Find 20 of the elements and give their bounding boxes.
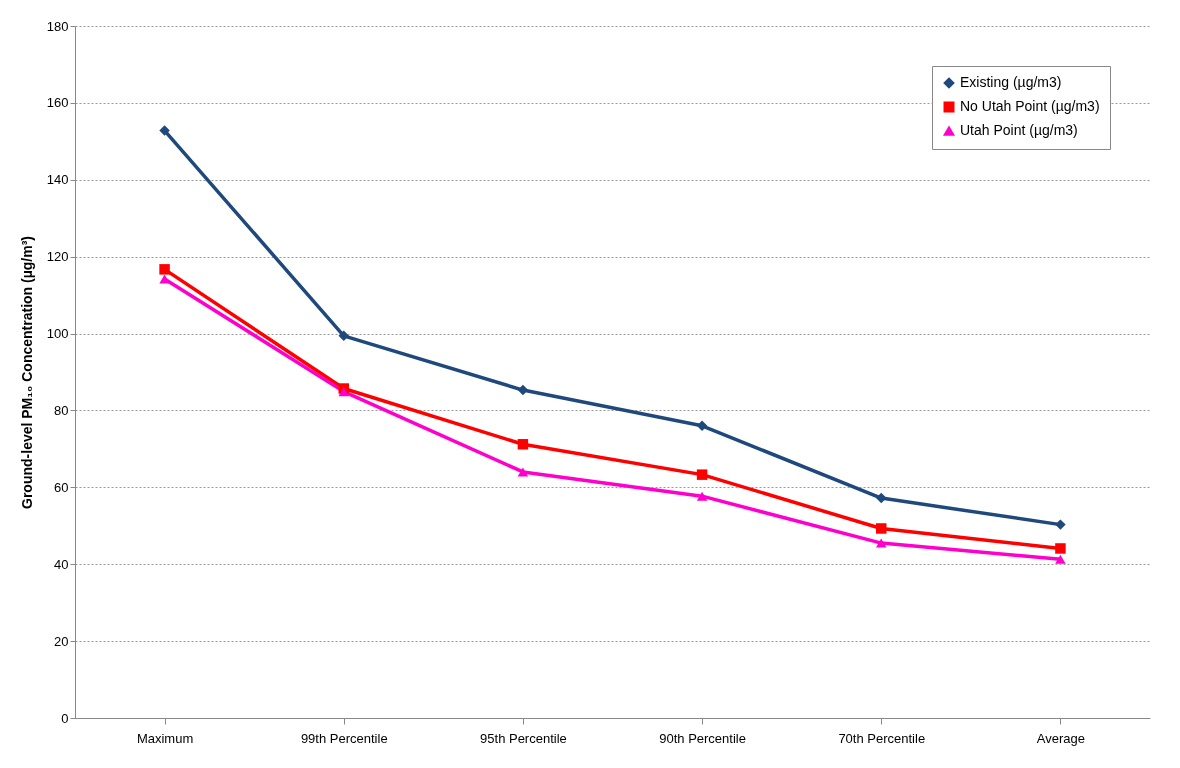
y-tick-label: 0: [61, 710, 69, 726]
y-tick-label: 20: [54, 633, 69, 649]
x-tick-label: 70th Percentile: [838, 730, 926, 746]
y-tick-label: 180: [46, 18, 69, 34]
y-tick-label: 120: [46, 249, 69, 265]
y-axis-title: Ground-level PM₁₀ Concentration (µg/m³): [18, 236, 35, 509]
y-tick-label: 40: [54, 556, 69, 572]
y-tick-label: 140: [46, 172, 69, 188]
y-tick-label: 80: [54, 402, 69, 418]
x-tick-label: 95th Percentile: [480, 730, 567, 746]
x-tick-label: Average: [1036, 730, 1086, 746]
y-tick-label: 160: [46, 95, 69, 111]
legend-label: Existing (µg/m3): [960, 74, 1062, 90]
legend-label: No Utah Point (µg/m3): [960, 98, 1100, 114]
x-tick-label: 90th Percentile: [659, 730, 746, 746]
y-tick-label: 100: [46, 326, 69, 342]
x-tick-label: Maximum: [136, 730, 194, 746]
legend-label: Utah Point (µg/m3): [960, 122, 1078, 138]
x-tick-label: 99th Percentile: [300, 730, 388, 746]
y-tick-label: 60: [54, 479, 69, 495]
